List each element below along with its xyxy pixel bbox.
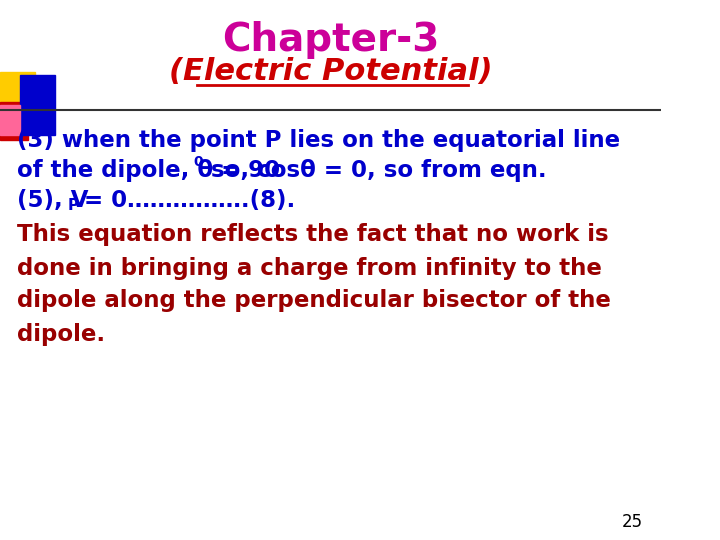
Bar — [0, 102, 27, 140]
Bar — [20, 75, 55, 135]
Text: done in bringing a charge from infinity to the: done in bringing a charge from infinity … — [17, 256, 601, 280]
Text: (Electric Potential): (Electric Potential) — [168, 57, 492, 86]
Text: = 0…………….(8).: = 0…………….(8). — [76, 188, 296, 212]
Text: (3) when the point P lies on the equatorial line: (3) when the point P lies on the equator… — [17, 129, 620, 152]
Text: This equation reflects the fact that no work is: This equation reflects the fact that no … — [17, 224, 608, 246]
Bar — [0, 72, 35, 110]
Text: so, cosθ = 0, so from eqn.: so, cosθ = 0, so from eqn. — [203, 159, 546, 181]
Text: dipole.: dipole. — [17, 322, 104, 346]
Bar — [0, 105, 20, 135]
Text: P: P — [67, 199, 78, 213]
Text: 0: 0 — [194, 155, 204, 169]
Text: dipole along the perpendicular bisector of the: dipole along the perpendicular bisector … — [17, 289, 611, 313]
Text: Chapter-3: Chapter-3 — [222, 21, 439, 59]
Text: (5), V: (5), V — [17, 188, 88, 212]
Text: 25: 25 — [621, 513, 642, 531]
Text: of the dipole, θ = 90: of the dipole, θ = 90 — [17, 159, 279, 181]
